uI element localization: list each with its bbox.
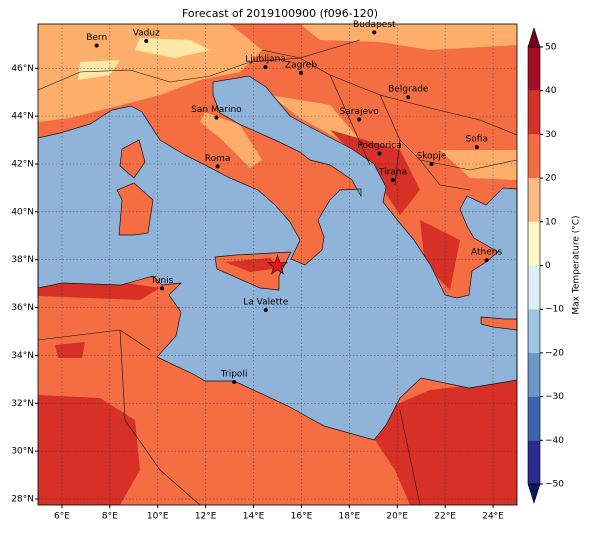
colorbar-tick-label: 0 — [545, 261, 551, 271]
alps-cold — [135, 38, 210, 58]
colorbar-tick-label: −10 — [545, 305, 564, 315]
city-dot — [372, 30, 377, 35]
x-tick-label: 18°E — [339, 512, 361, 522]
colorbar-tick-label: 30 — [545, 130, 557, 140]
algeria-warm — [55, 342, 85, 358]
y-tick-label: 44°N — [11, 112, 34, 122]
libya-warm — [38, 395, 140, 505]
tunisia-warm — [38, 282, 160, 300]
colorbar-tick-label: 50 — [545, 43, 557, 53]
city-label: Skopje — [417, 151, 447, 161]
colorbar-band — [528, 440, 540, 484]
colorbar-band — [528, 134, 540, 179]
city-label: Athens — [471, 248, 502, 258]
x-tick-label: 22°E — [434, 512, 456, 522]
city-dot — [474, 145, 479, 150]
city-label: Podgorica — [357, 141, 401, 151]
colorbar-under — [527, 483, 541, 504]
greece-warm — [420, 220, 460, 290]
colorbar-tick-label: 10 — [545, 217, 557, 227]
north-cool — [300, 24, 517, 50]
x-tick-label: 6°E — [54, 512, 70, 522]
city-dot — [144, 38, 149, 43]
city-label: Tunis — [150, 276, 174, 286]
city-dot — [390, 178, 395, 183]
city-dot — [94, 43, 99, 48]
city-dot — [377, 151, 382, 156]
colorbar-tick-label: −40 — [545, 436, 564, 446]
city-dot — [406, 95, 411, 100]
city-label: Roma — [205, 154, 231, 164]
colorbar-tick-label: 40 — [545, 86, 557, 96]
colorbar-tick-label: −50 — [545, 480, 564, 490]
colorbar-band — [528, 47, 540, 91]
sardinia — [116, 182, 154, 236]
city-dot — [484, 258, 489, 263]
y-tick-label: 30°N — [11, 447, 34, 457]
y-tick-label: 46°N — [11, 64, 34, 74]
x-tick-label: 24°E — [482, 512, 504, 522]
colorbar-band — [528, 352, 540, 397]
colorbar-tick-label: −30 — [545, 392, 564, 402]
map-title: Forecast of 2019100900 (f096-120) — [182, 7, 378, 20]
city-label: Tripoli — [220, 369, 248, 379]
city-label: Zagreb — [285, 60, 317, 70]
city-label: La Valette — [243, 297, 288, 307]
colorbar-tick-label: −20 — [545, 348, 564, 358]
x-tick-label: 10°E — [147, 512, 169, 522]
sicily-warm — [225, 258, 280, 272]
city-dot — [429, 161, 434, 166]
location-marker — [267, 254, 288, 275]
map-frame — [37, 23, 518, 506]
city-dot — [214, 115, 219, 120]
city-label: Budapest — [353, 20, 396, 30]
balkan-cool — [440, 150, 517, 180]
city-dot — [357, 117, 362, 122]
border — [37, 39, 518, 506]
grid — [38, 24, 517, 505]
colorbar-band — [528, 265, 540, 310]
dinaric-cool — [270, 95, 360, 140]
city-label: Bern — [86, 33, 107, 43]
x-tick-label: 20°E — [386, 512, 408, 522]
y-tick-label: 32°N — [11, 399, 34, 409]
city-dot — [298, 70, 303, 75]
y-tick-label: 34°N — [11, 351, 34, 361]
corsica — [119, 139, 146, 179]
city-dot — [160, 286, 165, 291]
x-tick-label: 12°E — [195, 512, 217, 522]
y-tick-label: 38°N — [11, 255, 34, 265]
alps-cold — [78, 60, 120, 80]
x-tick-label: 8°E — [102, 512, 118, 522]
y-tick-label: 36°N — [11, 303, 34, 313]
city-label: Belgrade — [388, 85, 429, 95]
colorbar-band — [528, 90, 540, 135]
city-dot — [215, 164, 220, 169]
apennine-cool — [200, 112, 262, 168]
colorbar-band — [528, 309, 540, 353]
colorbar-band — [528, 178, 540, 222]
city-label: Tirana — [378, 168, 407, 178]
city-label: Sarajevo — [340, 107, 380, 117]
city-label: Ljubljana — [245, 55, 286, 65]
x-tick-label: 16°E — [291, 512, 313, 522]
libya-warm — [375, 380, 517, 505]
colorbar-tick-label: 20 — [545, 174, 557, 184]
city-dot — [263, 65, 268, 70]
colorbar-label: Max Temperature (°C) — [572, 215, 582, 314]
y-tick-label: 40°N — [11, 207, 34, 217]
x-tick-label: 14°E — [243, 512, 265, 522]
city-label: San Marino — [191, 105, 242, 115]
city-dot — [232, 379, 237, 384]
city-label: Sofia — [466, 135, 488, 145]
y-tick-label: 42°N — [11, 159, 34, 169]
colorbar-over — [527, 27, 541, 48]
city-dot — [263, 307, 268, 312]
colorbar-band — [528, 396, 540, 441]
colorbar-band — [528, 221, 540, 266]
y-tick-label: 28°N — [11, 495, 34, 505]
city-label: Vaduz — [133, 28, 160, 38]
